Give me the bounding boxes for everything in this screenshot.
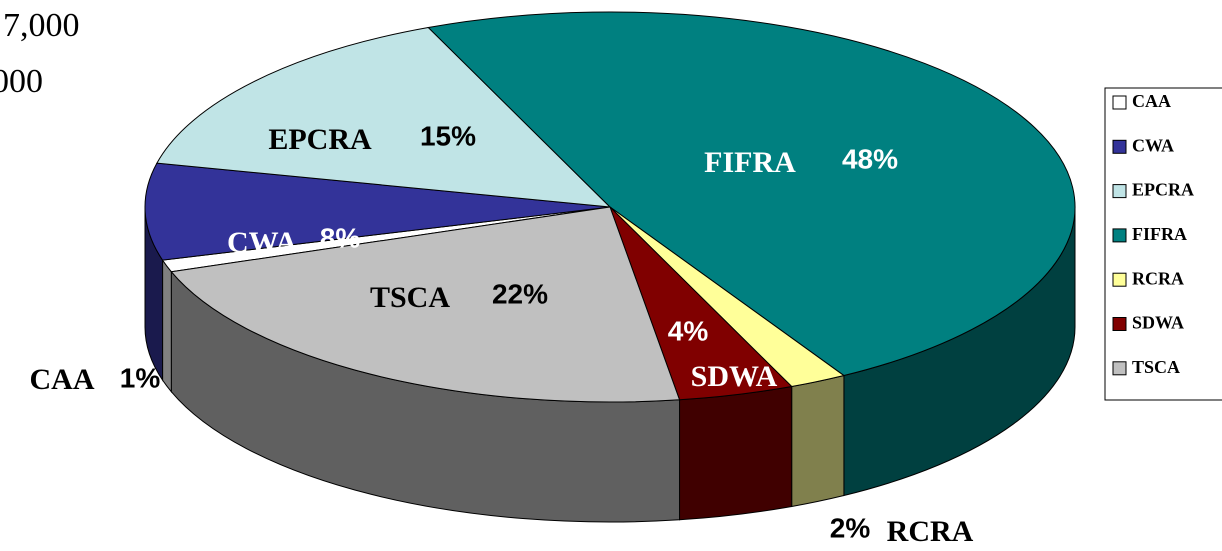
legend-label: RCRA bbox=[1132, 268, 1184, 288]
legend-label: EPCRA bbox=[1132, 180, 1194, 200]
legend-swatch bbox=[1112, 184, 1127, 199]
slice-name-label: CWA bbox=[227, 226, 297, 259]
slice-value-label: 8% bbox=[320, 222, 361, 253]
slice bbox=[427, 11, 1076, 377]
slice-name-label: RCRA bbox=[887, 515, 974, 548]
legend-swatch bbox=[1112, 317, 1127, 331]
legend-swatch bbox=[1112, 139, 1127, 154]
slice-side bbox=[679, 385, 793, 521]
slice-name-label: EPCRA bbox=[268, 123, 372, 156]
slice-name-label: FIFRA bbox=[704, 146, 796, 179]
slice bbox=[156, 26, 612, 208]
slice-value-label: 2% bbox=[830, 512, 871, 543]
slice-side bbox=[791, 374, 845, 508]
slice bbox=[170, 206, 681, 403]
slice-name-label: SDWA bbox=[691, 360, 778, 393]
slice-name-label: TSCA bbox=[370, 281, 450, 314]
slice-value-label: 4% bbox=[668, 315, 709, 346]
slice-name-label: CAA bbox=[30, 363, 95, 396]
slice-side bbox=[162, 258, 172, 394]
annotation: 000 bbox=[0, 63, 43, 100]
slice-value-label: 22% bbox=[492, 278, 548, 309]
annotation: 7,000 bbox=[3, 7, 80, 44]
legend-label: FIFRA bbox=[1132, 224, 1187, 244]
legend-swatch bbox=[1112, 95, 1127, 110]
legend-label: SDWA bbox=[1132, 313, 1184, 333]
legend-swatch bbox=[1112, 272, 1127, 287]
legend-swatch bbox=[1112, 361, 1127, 376]
slice-value-label: 1% bbox=[120, 362, 161, 393]
legend-label: CWA bbox=[1132, 135, 1174, 155]
legend-label: CAA bbox=[1132, 91, 1171, 111]
legend-swatch bbox=[1112, 228, 1127, 243]
slice-value-label: 15% bbox=[420, 120, 476, 151]
slice bbox=[144, 162, 611, 261]
legend-label: TSCA bbox=[1132, 357, 1180, 377]
slice-value-label: 48% bbox=[842, 143, 898, 174]
